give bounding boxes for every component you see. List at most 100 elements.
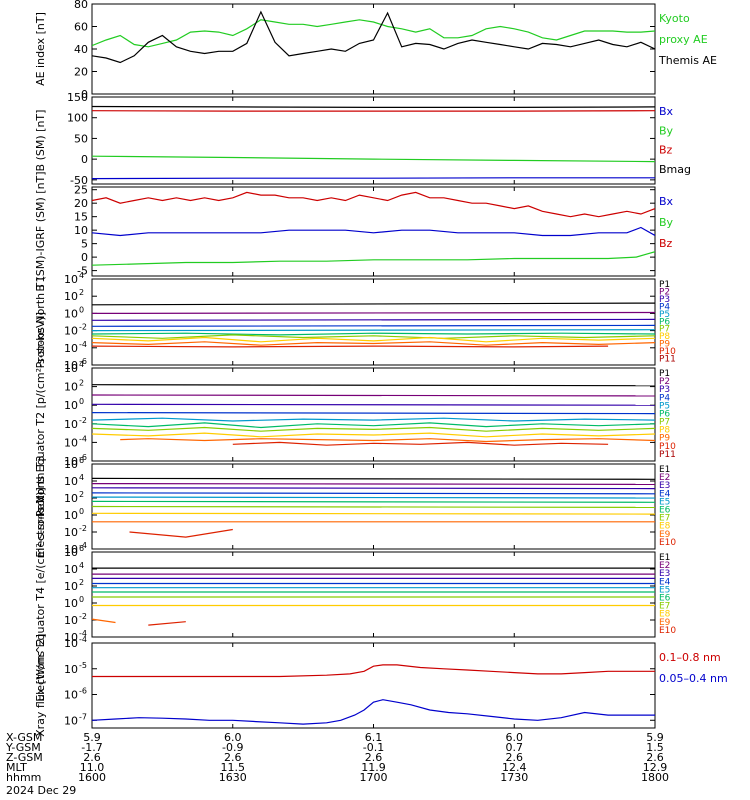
y-tick-label: 10 bbox=[64, 359, 78, 372]
legend-entry: E8 bbox=[659, 522, 671, 532]
legend-entry: P7 bbox=[659, 325, 670, 335]
legend-entry: By bbox=[659, 216, 674, 229]
ephemeris-value: 1630 bbox=[219, 771, 247, 784]
legend-entry: E9 bbox=[659, 618, 671, 628]
legend-entry: E2 bbox=[659, 561, 670, 571]
series-line bbox=[92, 492, 655, 495]
legend-entry: P11 bbox=[659, 355, 676, 365]
ephemeris-value: 12.9 bbox=[643, 761, 668, 774]
series-line bbox=[92, 403, 655, 406]
y-tick-exponent: 4 bbox=[79, 271, 84, 280]
legend-entry: P11 bbox=[659, 450, 676, 460]
y-tick-label: 10 bbox=[64, 381, 78, 394]
legend-entry: E3 bbox=[659, 481, 670, 491]
legend-entry: P9 bbox=[659, 340, 670, 350]
series-line bbox=[92, 318, 655, 321]
series-line bbox=[232, 441, 609, 446]
y-tick-exponent: -4 bbox=[79, 635, 87, 644]
y-tick-label: 10 bbox=[64, 290, 78, 303]
series-line bbox=[92, 483, 655, 485]
y-tick-exponent: -4 bbox=[79, 434, 87, 443]
ephemeris-value: 11.0 bbox=[80, 761, 105, 774]
y-axis-label: B (SM)-IGRF (SM) [nT] bbox=[34, 171, 47, 291]
y-tick-exponent: -4 bbox=[79, 541, 87, 550]
y-tick-exponent: 2 bbox=[79, 578, 84, 587]
legend-entry: By bbox=[659, 124, 674, 137]
ephemeris-value: 1700 bbox=[360, 771, 388, 784]
legend-entry: P6 bbox=[659, 317, 670, 327]
legend-entry: P10 bbox=[659, 442, 676, 452]
y-tick-exponent: -6 bbox=[79, 357, 87, 366]
legend-entry: P10 bbox=[659, 347, 676, 357]
legend-entry: E10 bbox=[659, 626, 676, 636]
ephemeris-value: 12.4 bbox=[502, 761, 527, 774]
series-line bbox=[92, 302, 655, 306]
series-line bbox=[92, 177, 655, 180]
ephemeris-value: 6.0 bbox=[506, 731, 524, 744]
y-tick-exponent: -7 bbox=[79, 712, 87, 721]
ephemeris-row-label: Z-GSM bbox=[6, 751, 43, 764]
y-tick-exponent: -6 bbox=[79, 687, 87, 696]
y-tick-exponent: 6 bbox=[79, 544, 84, 553]
legend-entry: P9 bbox=[659, 434, 670, 444]
y-axis-label: B (SM) [nT] bbox=[34, 110, 47, 172]
ephemeris-value: 2.6 bbox=[646, 751, 664, 764]
series-line bbox=[92, 618, 116, 624]
legend-entry: E1 bbox=[659, 553, 670, 563]
legend-entry: P8 bbox=[659, 426, 670, 436]
series-line bbox=[92, 500, 655, 503]
legend-entry: P6 bbox=[659, 409, 670, 419]
legend-entry: E9 bbox=[659, 530, 671, 540]
series-line bbox=[92, 191, 655, 218]
series-line bbox=[148, 621, 186, 626]
legend-entry: E6 bbox=[659, 506, 671, 516]
ephemeris-value: 1600 bbox=[78, 771, 106, 784]
y-tick-label: 10 bbox=[64, 307, 78, 320]
series-line bbox=[92, 324, 655, 327]
y-tick-label: 10 bbox=[64, 455, 78, 468]
y-tick-label: 10 bbox=[64, 399, 78, 412]
ephemeris-row-label: MLT bbox=[6, 761, 27, 774]
y-tick-label: 0 bbox=[81, 251, 88, 264]
series-line bbox=[92, 477, 655, 480]
legend-entry: E4 bbox=[659, 489, 671, 499]
series-line bbox=[92, 332, 655, 336]
y-tick-label: -50 bbox=[70, 174, 88, 187]
y-tick-label: 10 bbox=[64, 342, 78, 355]
panel-frame bbox=[91, 367, 656, 462]
panel-bsm: -50 0 50 100 150 B (SM) [nT] Bx By Bz Bmag bbox=[34, 91, 691, 187]
y-tick-exponent: -5 bbox=[79, 661, 87, 670]
y-tick-label: 10 bbox=[64, 492, 78, 505]
y-tick-label: 10 bbox=[64, 689, 78, 702]
panel-ae: 0 20 40 60 80 AE index [nT] Kyoto proxy AE Themi… bbox=[34, 0, 717, 101]
legend-entry: P5 bbox=[659, 310, 670, 320]
legend-entry: E7 bbox=[659, 602, 670, 612]
legend-entry: P1 bbox=[659, 369, 670, 379]
y-tick-exponent: -4 bbox=[79, 340, 87, 349]
series-line bbox=[92, 422, 655, 429]
legend-entry: proxy AE bbox=[659, 33, 708, 46]
y-tick-label: 10 bbox=[64, 418, 78, 431]
legend-entry: Themis AE bbox=[658, 54, 717, 67]
legend-entry: P3 bbox=[659, 295, 670, 305]
y-axis-label: Xray flux [W/m^2] bbox=[34, 634, 47, 737]
legend-entry: Bmag bbox=[659, 163, 691, 176]
ephemeris-row-label: X-GSM bbox=[6, 731, 42, 744]
legend-entry: E3 bbox=[659, 569, 670, 579]
series-line bbox=[92, 426, 655, 432]
y-tick-label: 10 bbox=[64, 475, 78, 488]
y-tick-label: 10 bbox=[64, 714, 78, 727]
y-tick-label: 10 bbox=[64, 597, 78, 610]
series-line bbox=[92, 664, 655, 678]
y-tick-label: 20 bbox=[74, 197, 88, 210]
y-tick-label: 10 bbox=[64, 273, 78, 286]
y-tick-label: 10 bbox=[64, 509, 78, 522]
ephemeris-value: 0.7 bbox=[506, 741, 524, 754]
y-tick-label: 100 bbox=[67, 112, 88, 125]
series-line bbox=[92, 432, 655, 438]
y-tick-label: 0 bbox=[81, 88, 88, 101]
